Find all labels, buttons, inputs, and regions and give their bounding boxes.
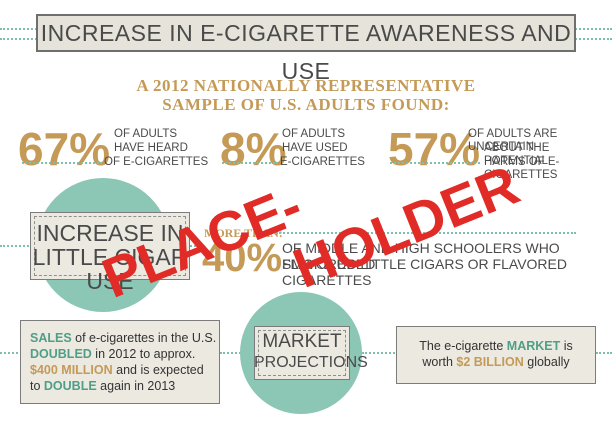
cigar-left-dots [0, 245, 40, 247]
amount-word: $400 MILLION [30, 363, 113, 377]
more-than-label: MORE THAN: [204, 226, 283, 240]
stat-8-line-1: OF ADULTS [282, 128, 346, 140]
sales-text-4: to [30, 379, 44, 393]
subhead-line-2: SAMPLE OF U.S. ADULTS FOUND: [162, 95, 450, 114]
market-word: MARKET [506, 339, 561, 353]
page-title: INCREASE IN E-CIGARETTE AWARENESS AND US… [40, 20, 572, 84]
cigar-text-line-1: OF MIDDLE AND HIGH SCHOOLERS WHO SMOKE U… [282, 240, 560, 272]
stat-57-number: 57% [388, 123, 481, 175]
stat-8-dots [222, 162, 278, 164]
stat-8-number: 8% [220, 123, 287, 175]
market-label-line-2: PROJECTIONS [254, 354, 368, 371]
sales-box [20, 320, 220, 404]
market-label-line-1: MARKET [262, 331, 342, 352]
title-box [36, 14, 576, 52]
sales-connector-dots [220, 352, 244, 354]
cigar-text-line-2: FLAVORED LITTLE CIGARS OR FLAVORED CIGAR… [282, 256, 567, 288]
sales-text: SALES of e-cigarettes in the U.S. DOUBLE… [30, 330, 220, 394]
market-value-box [396, 326, 596, 384]
sales-text-3: and is expected [112, 363, 204, 377]
billion-word: $2 BILLION [456, 355, 524, 369]
market-text-3: worth [422, 355, 457, 369]
cigar-40-number: 40% [202, 236, 283, 280]
market-text-4: globally [523, 355, 570, 369]
stat-67-line-1: OF ADULTS [114, 128, 178, 140]
sales-text-2: in 2012 to approx. [91, 347, 196, 361]
sales-text-1: of e-cigarettes in the U.S. [71, 331, 217, 345]
market-right-dots [596, 352, 612, 354]
sales-word: SALES [30, 331, 72, 345]
market-text-2: is [560, 339, 573, 353]
double-word: DOUBLE [43, 379, 97, 393]
cigar-top-dots [276, 232, 576, 234]
subhead-line-1: A 2012 NATIONALLY REPRESENTATIVE [136, 76, 476, 95]
stat-8-line-2: HAVE USED [282, 142, 348, 154]
stat-57-line-2: ABOUT THE POTENTIAL [484, 142, 550, 167]
stat-67-line-3: OF E-CIGARETTES [104, 156, 209, 168]
market-connector-dots [362, 352, 398, 354]
cigar-label-box [30, 212, 190, 280]
cigar-connector-dots [190, 245, 204, 247]
stat-67-line-2: HAVE HEARD [114, 142, 188, 154]
market-label-box [254, 326, 350, 380]
stat-57-line-1: OF ADULTS ARE UNCERTAIN [468, 128, 558, 153]
sales-left-dots [0, 352, 22, 354]
stat-57-dots [390, 162, 480, 164]
stat-67-dots [22, 162, 102, 164]
stat-67-number: 67% [18, 123, 111, 175]
stat-8-line-3: E-CIGARETTES [280, 156, 365, 168]
sales-text-5: again in 2013 [96, 379, 176, 393]
stat-57-line-3: HARMS OF E-CIGARETTES [484, 156, 560, 181]
doubled-word: DOUBLED [30, 347, 92, 361]
market-value-text: The e-cigarette MARKET is worth $2 BILLI… [396, 338, 596, 370]
market-text-1: The e-cigarette [419, 339, 507, 353]
cigar-label-line-1: INCREASE IN [36, 220, 184, 246]
cigar-label-line-2: LITTLE CIGAR USE [32, 244, 188, 294]
